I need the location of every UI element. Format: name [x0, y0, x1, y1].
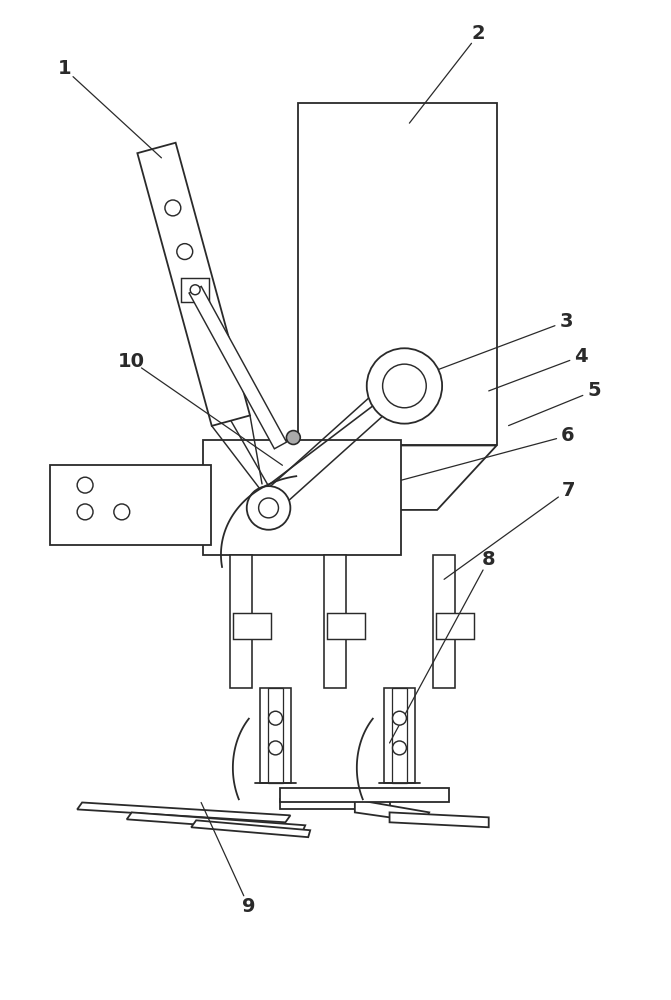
Text: 8: 8: [482, 550, 495, 569]
Circle shape: [258, 498, 278, 518]
Polygon shape: [280, 799, 390, 809]
Text: 1: 1: [58, 59, 71, 78]
Circle shape: [190, 285, 200, 295]
Polygon shape: [191, 820, 310, 837]
Polygon shape: [77, 802, 291, 822]
Polygon shape: [189, 286, 287, 449]
Bar: [436, 613, 474, 639]
Bar: [181, 278, 209, 302]
Circle shape: [77, 504, 93, 520]
Text: 10: 10: [118, 352, 145, 371]
Bar: [433, 555, 455, 688]
Bar: [392, 688, 407, 783]
Text: 6: 6: [561, 426, 575, 445]
Polygon shape: [127, 812, 305, 832]
Circle shape: [393, 711, 407, 725]
Text: 3: 3: [560, 312, 573, 331]
Text: 9: 9: [242, 897, 256, 916]
Bar: [327, 613, 365, 639]
Circle shape: [77, 477, 93, 493]
Polygon shape: [390, 812, 488, 827]
Polygon shape: [138, 143, 250, 426]
Circle shape: [165, 200, 180, 216]
Bar: [268, 688, 283, 783]
Bar: [50, 465, 211, 545]
Bar: [384, 688, 415, 783]
Text: 5: 5: [587, 381, 601, 400]
Circle shape: [268, 741, 282, 755]
Circle shape: [382, 364, 426, 408]
Polygon shape: [355, 799, 429, 822]
Text: 7: 7: [562, 481, 575, 500]
Bar: [260, 688, 291, 783]
Circle shape: [287, 431, 301, 444]
Circle shape: [114, 504, 130, 520]
Circle shape: [247, 486, 291, 530]
Bar: [280, 788, 449, 802]
Circle shape: [367, 348, 442, 424]
Bar: [203, 440, 401, 555]
Circle shape: [268, 711, 282, 725]
Text: 4: 4: [574, 347, 588, 366]
Bar: [324, 555, 346, 688]
Text: 2: 2: [472, 24, 486, 43]
Bar: [233, 613, 270, 639]
Bar: [230, 555, 252, 688]
Circle shape: [393, 741, 407, 755]
Bar: [299, 103, 497, 445]
Polygon shape: [299, 445, 497, 510]
Circle shape: [177, 244, 193, 260]
